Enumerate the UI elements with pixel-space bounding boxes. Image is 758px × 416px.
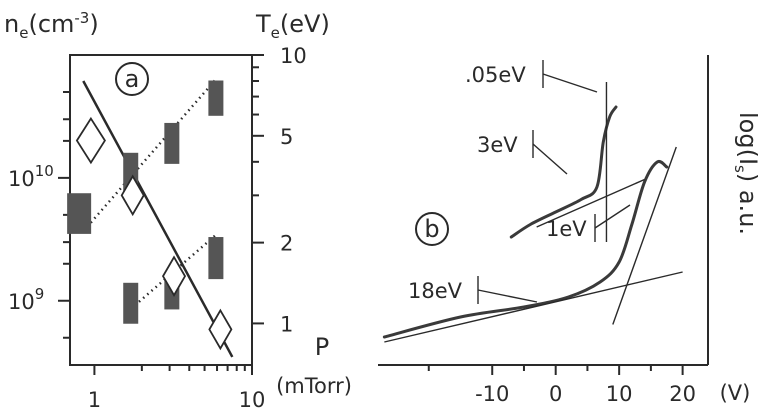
temperature-markers bbox=[75, 116, 233, 351]
panel-a-label: a bbox=[115, 62, 149, 96]
density-fit-line-2 bbox=[125, 232, 218, 314]
density-bar-2 bbox=[164, 122, 180, 164]
b-x-tick-label-1: 0 bbox=[549, 382, 562, 406]
panel-b-label: b bbox=[415, 212, 449, 246]
fit-lines bbox=[82, 77, 234, 358]
left-axis-label: ne(cm-3) bbox=[4, 9, 99, 42]
probe-curve-1 bbox=[382, 159, 669, 339]
annotation-leader-2 bbox=[594, 204, 631, 229]
x-axis-unit-b: (V) bbox=[720, 381, 751, 405]
density-bar-0 bbox=[67, 193, 92, 234]
temperature-fit-line-0 bbox=[82, 80, 234, 358]
bottom-axis-ticks: 1 10 bbox=[88, 365, 266, 412]
right-axis-label: Te(eV) bbox=[255, 10, 330, 42]
temperature-diamond-1 bbox=[120, 174, 145, 217]
density-bars bbox=[67, 80, 224, 324]
left-axis-ticks: 1010 109 bbox=[8, 90, 70, 339]
temperature-diamond-0 bbox=[75, 116, 106, 165]
density-bar-6 bbox=[208, 237, 224, 280]
b-x-tick-label-0: -10 bbox=[475, 382, 509, 406]
tangent-line-1 bbox=[536, 178, 645, 228]
panel-b-label-circle bbox=[415, 212, 449, 246]
annotation-leader-1 bbox=[532, 143, 568, 175]
panel-b: b log(Is) a.u. (V) -10 0 10 20 .05eV 3eV 1eV 1… bbox=[378, 55, 758, 406]
x-axis-label-a: P bbox=[315, 333, 329, 361]
tangent-lines bbox=[384, 82, 683, 343]
probe-curve-0 bbox=[509, 105, 618, 239]
left-tick-label-0: 1010 bbox=[8, 162, 54, 191]
right-tick-label-2: 2 bbox=[280, 232, 293, 256]
annotation-leader-0 bbox=[542, 73, 598, 93]
panel-a-label-circle bbox=[115, 62, 149, 96]
annotation-label-1: 3eV bbox=[477, 133, 518, 157]
probe-curves bbox=[382, 105, 669, 339]
y-axis-label-b: log(Is) a.u. bbox=[731, 112, 758, 235]
annotation-label-2: 1eV bbox=[546, 217, 587, 241]
panel-b-ticks: -10 0 10 20 bbox=[427, 365, 696, 406]
left-tick-label-1: 109 bbox=[8, 285, 44, 314]
x-tick-label-0: 1 bbox=[88, 388, 101, 412]
tangent-line-2 bbox=[384, 271, 683, 343]
temperature-diamond-3 bbox=[208, 308, 233, 351]
panel-a: ne(cm-3) Te(eV) a P (mTorr) 1010 109 10 5 2… bbox=[4, 9, 352, 412]
tangent-line-3 bbox=[612, 146, 677, 325]
panel-a-label-text: a bbox=[125, 65, 140, 93]
density-bar-3 bbox=[208, 80, 224, 116]
b-x-tick-label-3: 20 bbox=[669, 382, 696, 406]
right-axis-ticks: 10 5 2 1 bbox=[252, 44, 307, 336]
annotation-label-0: .05eV bbox=[465, 63, 526, 87]
right-tick-label-3: 1 bbox=[280, 312, 293, 336]
density-fit-line-1 bbox=[86, 77, 218, 228]
temperature-annotations: .05eV 3eV 1eV 18eV bbox=[408, 60, 631, 304]
b-x-tick-label-2: 10 bbox=[606, 382, 633, 406]
x-axis-unit-a: (mTorr) bbox=[276, 374, 352, 398]
annotation-leader-3 bbox=[477, 289, 538, 303]
right-tick-label-1: 5 bbox=[280, 125, 293, 149]
density-bar-4 bbox=[123, 282, 139, 324]
annotation-label-3: 18eV bbox=[408, 279, 463, 303]
right-tick-label-0: 10 bbox=[280, 44, 307, 68]
temperature-diamond-2 bbox=[161, 255, 187, 297]
panel-b-label-text: b bbox=[424, 215, 439, 243]
x-tick-label-1: 10 bbox=[239, 388, 266, 412]
